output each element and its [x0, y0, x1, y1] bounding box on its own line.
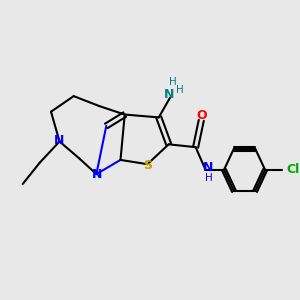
- Text: O: O: [196, 110, 207, 122]
- Text: H: H: [205, 173, 212, 183]
- Text: N: N: [92, 168, 102, 181]
- Text: N: N: [164, 88, 174, 101]
- Text: N: N: [203, 161, 214, 174]
- Text: H: H: [176, 85, 184, 95]
- Text: N: N: [54, 134, 65, 147]
- Text: Cl: Cl: [286, 163, 300, 176]
- Text: H: H: [169, 77, 177, 87]
- Text: S: S: [143, 159, 152, 172]
